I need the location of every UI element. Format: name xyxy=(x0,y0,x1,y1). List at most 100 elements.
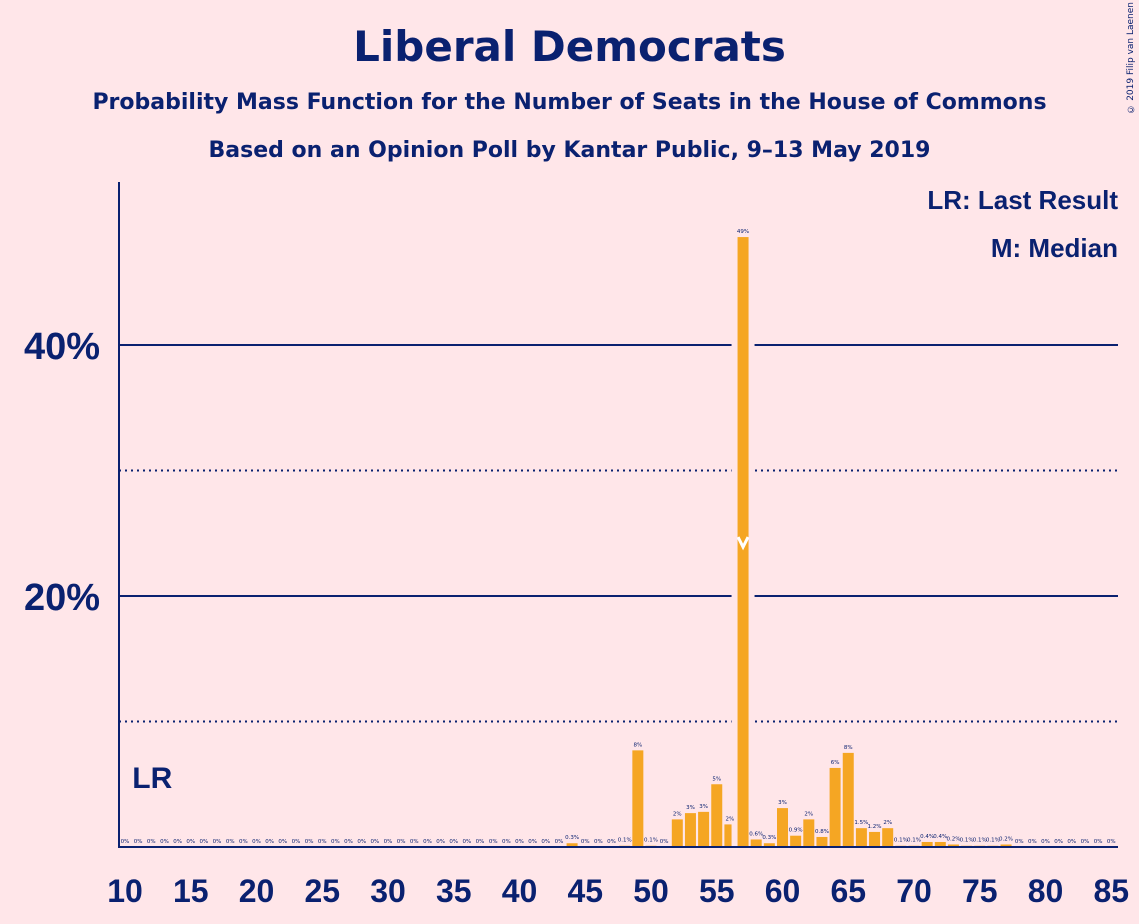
bar-44 xyxy=(566,843,578,847)
bar-label-48: 0.1% xyxy=(618,838,632,844)
bar-label-19: 0% xyxy=(239,839,248,845)
x-tick-label-40: 40 xyxy=(502,873,538,909)
x-tick-label-55: 55 xyxy=(699,873,735,909)
bar-label-14: 0% xyxy=(173,839,182,845)
x-tick-label-10: 10 xyxy=(107,873,143,909)
bar-label-20: 0% xyxy=(252,839,261,845)
x-tick-label-30: 30 xyxy=(370,873,406,909)
bar-label-72: 0.4% xyxy=(933,834,947,840)
bar-54 xyxy=(698,811,710,847)
bar-label-57: 49% xyxy=(737,229,749,235)
bar-label-42: 0% xyxy=(541,839,550,845)
bar-62 xyxy=(803,819,815,847)
bar-label-54: 3% xyxy=(699,804,708,810)
bar-72 xyxy=(934,841,946,847)
bar-label-56: 2% xyxy=(726,816,735,822)
bar-56 xyxy=(724,824,736,847)
bar-label-32: 0% xyxy=(410,839,419,845)
bar-66 xyxy=(855,828,867,847)
bar-label-77: 0.2% xyxy=(999,836,1013,842)
legend-last-result: LR: Last Result xyxy=(927,185,1118,215)
bar-53 xyxy=(684,813,696,847)
bar-label-47: 0% xyxy=(607,839,616,845)
bar-labels: 0% 0% 0% 0% 0% 0% 0% 0% 0% 0% 0% 0% 0% 0% 0% 0% 0% 0% 0% 0%… xyxy=(121,229,1116,845)
x-tick-label-45: 45 xyxy=(567,873,603,909)
bar-label-41: 0% xyxy=(528,839,537,845)
bar-64 xyxy=(829,767,841,847)
bar-71 xyxy=(921,841,933,847)
bar-label-10: 0% xyxy=(121,839,130,845)
bar-label-23: 0% xyxy=(292,839,301,845)
gridlines xyxy=(119,344,1118,723)
bar-label-35: 0% xyxy=(449,839,458,845)
bar-label-40: 0% xyxy=(515,839,524,845)
bar-label-37: 0% xyxy=(476,839,485,845)
x-tick-label-70: 70 xyxy=(896,873,932,909)
bar-label-15: 0% xyxy=(186,839,195,845)
x-tick-label-50: 50 xyxy=(633,873,669,909)
bar-label-68: 2% xyxy=(883,820,892,826)
bar-label-34: 0% xyxy=(436,839,445,845)
bar-label-25: 0% xyxy=(318,839,327,845)
bar-label-13: 0% xyxy=(160,839,169,845)
bar-label-60: 3% xyxy=(778,800,787,806)
bar-label-51: 0% xyxy=(660,839,669,845)
bar-label-31: 0% xyxy=(397,839,406,845)
y-tick-label-20: 20% xyxy=(24,577,100,619)
bar-label-55: 5% xyxy=(712,776,721,782)
bar-65 xyxy=(842,752,854,847)
bar-label-39: 0% xyxy=(502,839,511,845)
bar-label-65: 8% xyxy=(844,745,853,751)
legend: LR: Last Result M: Median xyxy=(927,185,1118,263)
bar-label-79: 0% xyxy=(1028,839,1037,845)
bar-label-61: 0.9% xyxy=(789,828,803,834)
bar-label-70: 0.1% xyxy=(907,838,921,844)
bar-63 xyxy=(816,836,828,847)
bar-label-80: 0% xyxy=(1041,839,1050,845)
bar-label-64: 6% xyxy=(831,760,840,766)
bar-label-62: 2% xyxy=(804,811,813,817)
median-marker xyxy=(736,536,750,551)
bar-label-74: 0.1% xyxy=(960,838,974,844)
bar-label-36: 0% xyxy=(463,839,472,845)
bar-49 xyxy=(632,750,644,847)
bar-label-24: 0% xyxy=(305,839,314,845)
legend-median: M: Median xyxy=(991,233,1118,263)
bar-label-28: 0% xyxy=(357,839,366,845)
x-tick-label-35: 35 xyxy=(436,873,472,909)
bars xyxy=(566,237,1012,847)
x-tick-label-20: 20 xyxy=(239,873,275,909)
bar-label-66: 1.5% xyxy=(854,820,868,826)
y-tick-label-40: 40% xyxy=(24,326,100,368)
bar-57 xyxy=(737,237,749,847)
bar-67 xyxy=(869,831,881,847)
x-tick-label-80: 80 xyxy=(1028,873,1064,909)
bar-label-78: 0% xyxy=(1015,839,1024,845)
chart-source: Based on an Opinion Poll by Kantar Publi… xyxy=(208,138,931,163)
bar-68 xyxy=(882,828,894,847)
bar-label-81: 0% xyxy=(1054,839,1063,845)
x-tick-label-25: 25 xyxy=(304,873,340,909)
bar-label-12: 0% xyxy=(147,839,156,845)
bar-label-69: 0.1% xyxy=(894,838,908,844)
bar-52 xyxy=(671,819,683,847)
bar-label-63: 0.8% xyxy=(815,829,829,835)
x-tick-label-75: 75 xyxy=(962,873,998,909)
x-tick-label-60: 60 xyxy=(765,873,801,909)
chart-subtitle: Probability Mass Function for the Number… xyxy=(92,90,1047,115)
bar-label-30: 0% xyxy=(384,839,393,845)
bar-label-76: 0.1% xyxy=(986,838,1000,844)
bar-77 xyxy=(1000,844,1012,847)
bar-55 xyxy=(711,784,723,847)
bar-label-18: 0% xyxy=(226,839,235,845)
bar-60 xyxy=(777,808,788,847)
bar-label-43: 0% xyxy=(555,839,564,845)
bar-label-71: 0.4% xyxy=(920,834,934,840)
bar-label-83: 0% xyxy=(1081,839,1090,845)
bar-label-26: 0% xyxy=(331,839,340,845)
bar-label-50: 0.1% xyxy=(644,838,658,844)
bar-59 xyxy=(763,843,775,847)
bar-label-46: 0% xyxy=(594,839,603,845)
axes: 20% 40% 10 15 20 25 30 35 40 45 50 55 60 65 70 75 80 85 LR xyxy=(24,182,1129,909)
